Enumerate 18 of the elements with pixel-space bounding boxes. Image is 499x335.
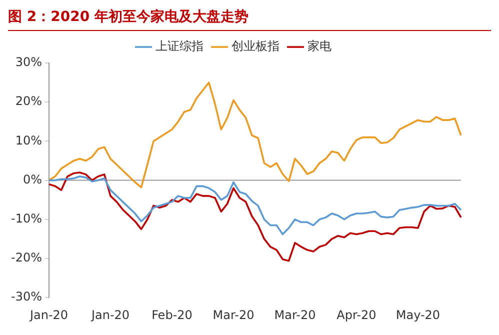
x-tick-label: Apr-20 (336, 308, 376, 322)
y-tick-label: 10% (15, 133, 42, 148)
x-tick-label: Mar-20 (274, 308, 316, 322)
chart-title: 图 2：2020 年初至今家电及大盘走势 (8, 8, 491, 31)
legend-label: 家电 (308, 39, 332, 54)
y-tick-label: -30% (10, 290, 42, 304)
y-tick-label: 30% (15, 55, 42, 70)
x-tick-label: May-20 (396, 308, 440, 322)
y-tick-label: 0% (22, 172, 42, 186)
y-tick-label: -10% (10, 212, 42, 226)
x-tick-label: Jan-20 (28, 308, 68, 322)
x-tick-label: Mar-20 (212, 308, 254, 322)
legend-label: 创业板指 (232, 39, 280, 54)
y-tick-label: -20% (10, 250, 42, 265)
y-tick-label: 20% (15, 94, 42, 108)
legend-label: 上证综指 (156, 39, 204, 54)
x-tick-label: Jan-20 (90, 308, 130, 322)
x-tick-label: Feb-20 (152, 308, 192, 322)
